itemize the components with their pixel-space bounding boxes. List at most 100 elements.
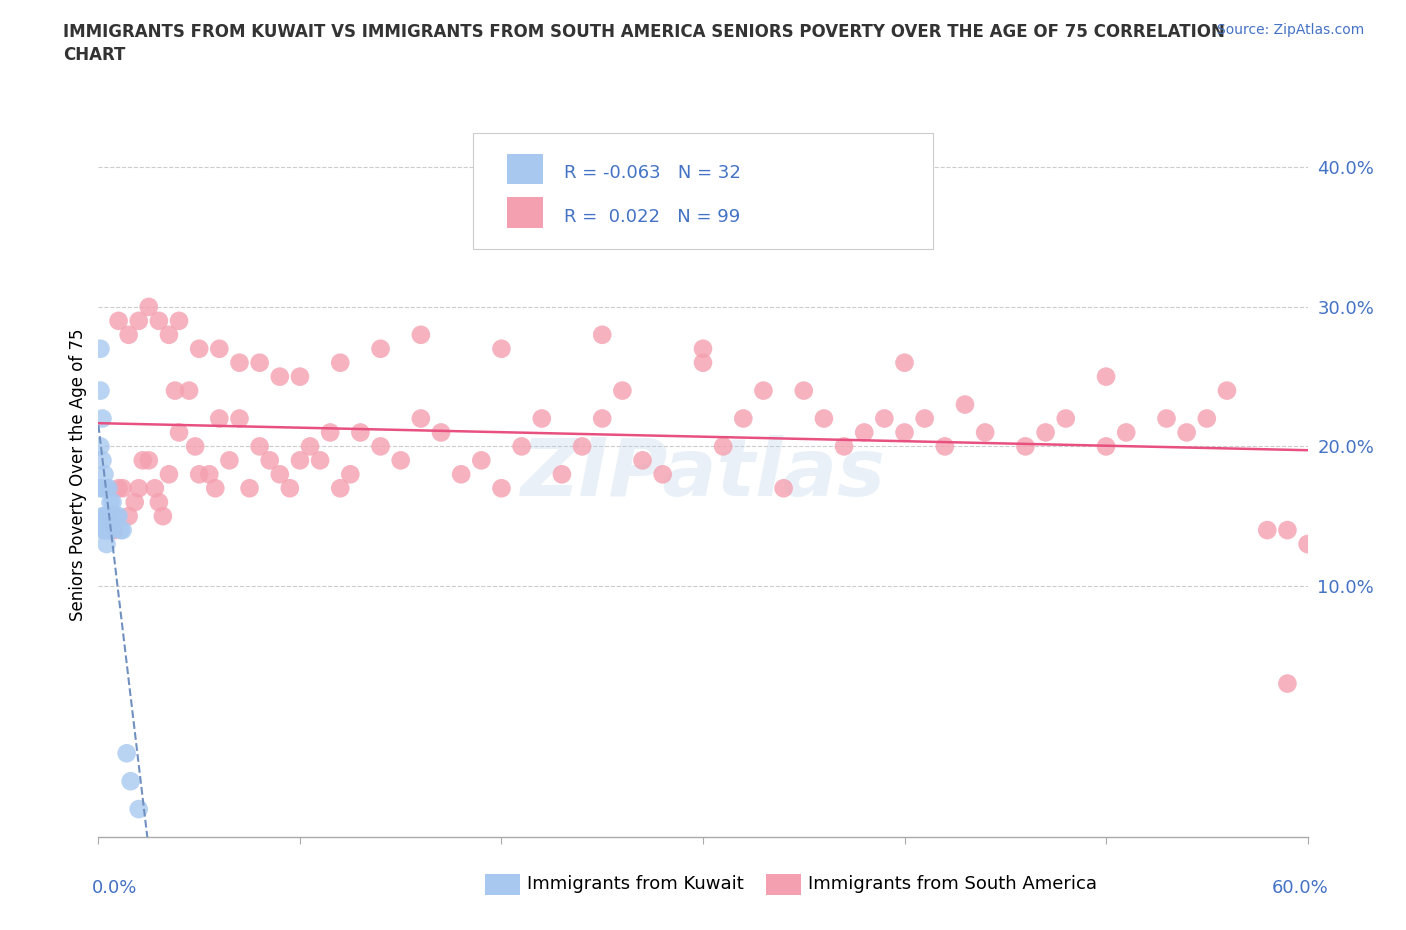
Text: Immigrants from South America: Immigrants from South America: [808, 875, 1098, 894]
Point: [934, 439, 956, 454]
Point: [143, 481, 166, 496]
Point: [752, 383, 775, 398]
Point: [138, 453, 160, 468]
Point: [1115, 425, 1137, 440]
Point: [163, 383, 186, 398]
Point: [953, 397, 976, 412]
Point: [249, 439, 271, 454]
Point: [692, 341, 714, 356]
Point: [571, 439, 593, 454]
Point: [101, 495, 124, 510]
Point: [107, 481, 129, 496]
Point: [1216, 383, 1239, 398]
Point: [1277, 523, 1299, 538]
Point: [349, 425, 371, 440]
Text: IMMIGRANTS FROM KUWAIT VS IMMIGRANTS FROM SOUTH AMERICA SENIORS POVERTY OVER THE: IMMIGRANTS FROM KUWAIT VS IMMIGRANTS FRO…: [63, 23, 1225, 41]
Point: [96, 537, 118, 551]
Point: [103, 509, 125, 524]
Text: ZIPatlas: ZIPatlas: [520, 435, 886, 513]
Point: [974, 425, 997, 440]
Point: [103, 523, 125, 538]
Point: [1175, 425, 1198, 440]
Point: [228, 355, 250, 370]
Point: [692, 355, 714, 370]
Point: [157, 327, 180, 342]
Point: [1296, 537, 1319, 551]
Point: [118, 327, 141, 342]
Point: [89, 439, 111, 454]
Point: [832, 439, 855, 454]
Text: CHART: CHART: [63, 46, 125, 64]
Point: [1035, 425, 1057, 440]
Point: [101, 509, 124, 524]
Point: [711, 439, 734, 454]
Point: [93, 523, 115, 538]
Point: [1095, 439, 1118, 454]
Point: [218, 453, 240, 468]
Point: [89, 341, 111, 356]
Point: [470, 453, 492, 468]
Point: [157, 467, 180, 482]
Point: [91, 509, 114, 524]
Point: [138, 299, 160, 314]
Text: 60.0%: 60.0%: [1272, 879, 1329, 897]
Point: [188, 341, 211, 356]
Point: [409, 327, 432, 342]
Point: [1195, 411, 1218, 426]
Point: [914, 411, 936, 426]
Point: [288, 369, 311, 384]
Point: [329, 355, 352, 370]
Text: Immigrants from Kuwait: Immigrants from Kuwait: [527, 875, 744, 894]
Point: [491, 481, 513, 496]
Point: [591, 411, 613, 426]
Point: [115, 746, 138, 761]
Point: [733, 411, 755, 426]
Point: [111, 523, 134, 538]
Point: [370, 341, 392, 356]
Point: [208, 341, 231, 356]
Point: [91, 411, 114, 426]
Point: [1095, 369, 1118, 384]
Point: [329, 481, 352, 496]
Point: [309, 453, 332, 468]
Point: [893, 355, 915, 370]
Point: [409, 411, 432, 426]
Point: [100, 523, 122, 538]
Point: [107, 313, 129, 328]
Point: [288, 453, 311, 468]
Point: [612, 383, 634, 398]
Point: [96, 481, 118, 496]
Point: [389, 453, 412, 468]
Point: [132, 453, 155, 468]
Point: [128, 802, 150, 817]
Point: [239, 481, 262, 496]
Point: [228, 411, 250, 426]
Point: [853, 425, 876, 440]
Point: [551, 467, 574, 482]
Point: [873, 411, 896, 426]
Point: [319, 425, 342, 440]
Point: [97, 481, 120, 496]
Point: [128, 313, 150, 328]
Point: [91, 453, 114, 468]
Point: [1277, 676, 1299, 691]
Point: [124, 495, 146, 510]
Y-axis label: Seniors Poverty Over the Age of 75: Seniors Poverty Over the Age of 75: [69, 328, 87, 620]
Point: [591, 327, 613, 342]
Point: [118, 509, 141, 524]
Point: [148, 495, 170, 510]
Text: 0.0%: 0.0%: [91, 879, 136, 897]
Point: [110, 523, 132, 538]
Point: [91, 481, 114, 496]
Point: [530, 411, 553, 426]
Point: [339, 467, 361, 482]
Point: [370, 439, 392, 454]
Point: [97, 509, 120, 524]
Point: [148, 313, 170, 328]
Point: [1256, 523, 1278, 538]
Point: [893, 425, 915, 440]
Point: [278, 481, 301, 496]
Point: [188, 467, 211, 482]
Point: [259, 453, 281, 468]
Point: [96, 509, 118, 524]
